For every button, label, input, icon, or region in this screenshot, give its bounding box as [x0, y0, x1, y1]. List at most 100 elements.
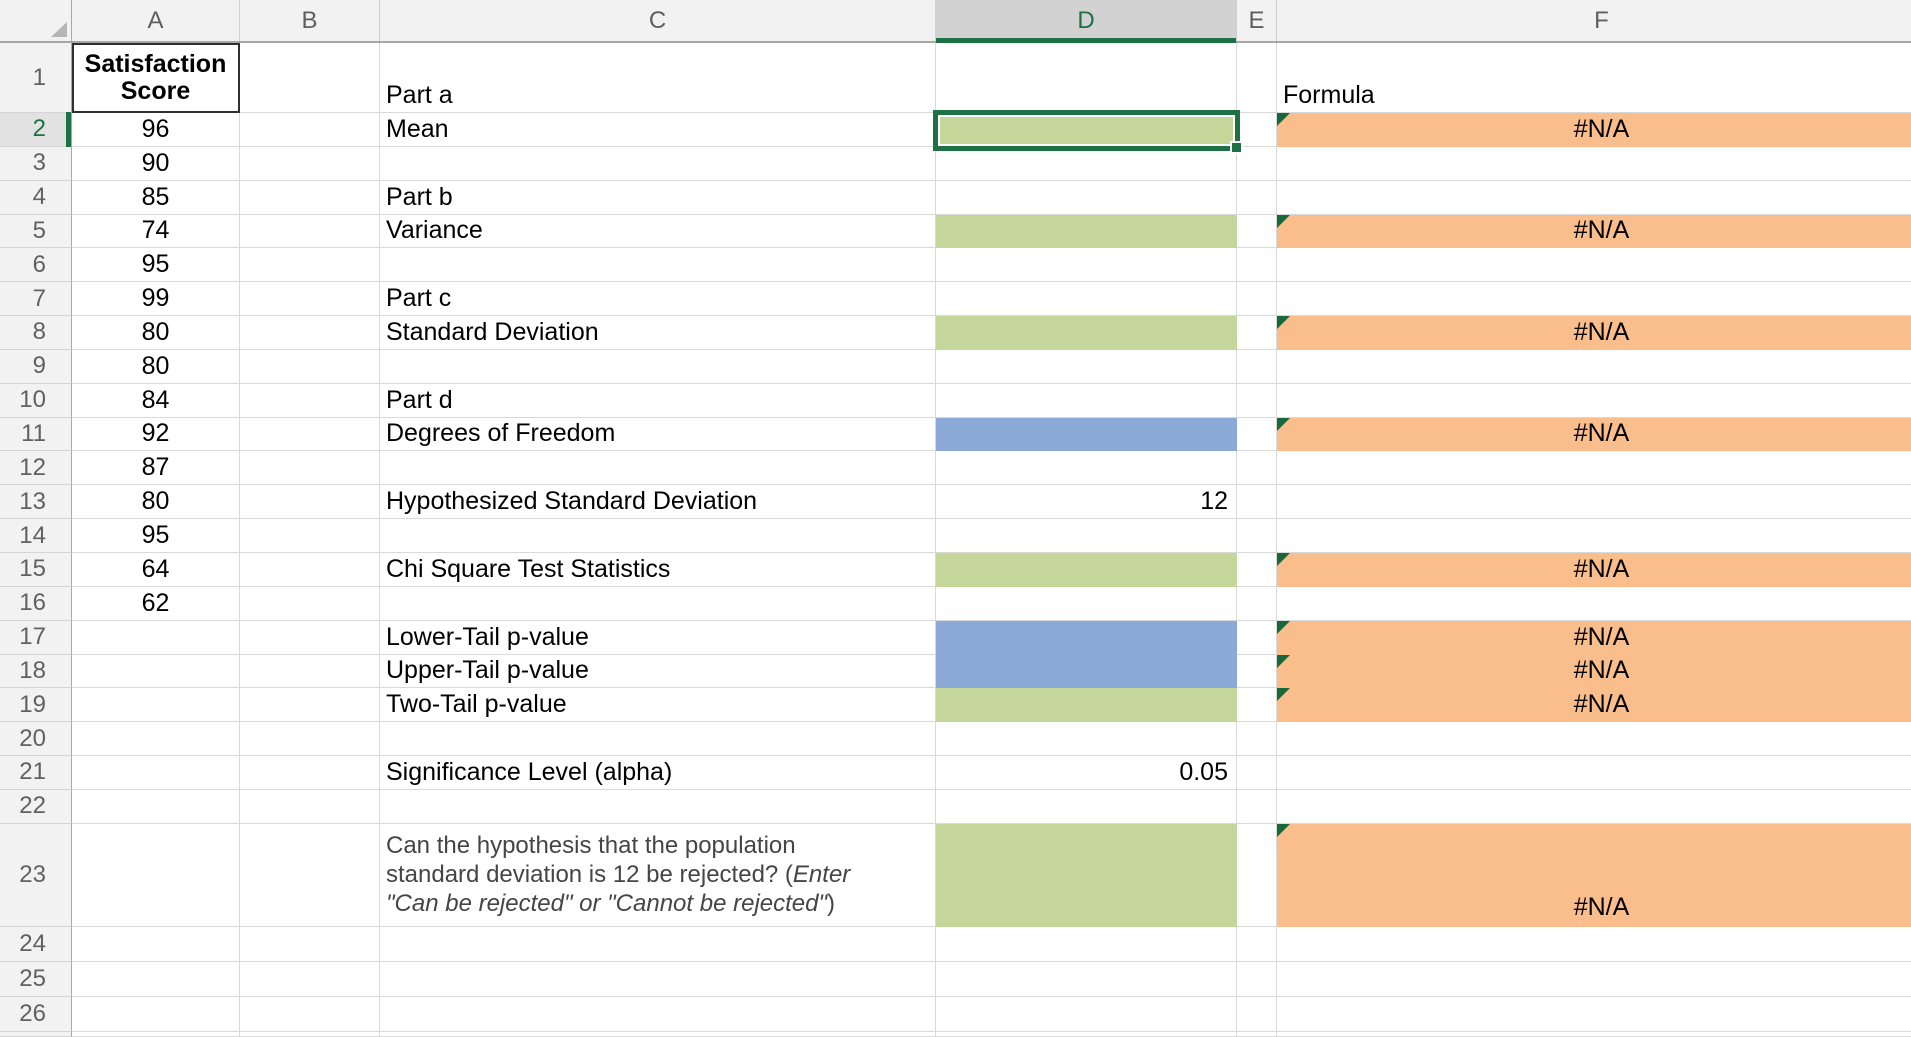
cell-F5[interactable]: #N/A — [1277, 214, 1911, 249]
cell-A3[interactable]: 90 — [72, 146, 240, 181]
cell-B24[interactable] — [240, 926, 380, 962]
cell-A13[interactable]: 80 — [72, 485, 240, 520]
cell-F14[interactable] — [1277, 519, 1911, 553]
row-header-26[interactable]: 26 — [0, 996, 72, 1032]
cell-E25[interactable] — [1237, 961, 1277, 997]
cell-D16[interactable] — [936, 586, 1237, 621]
cell-C23[interactable]: Can the hypothesis that the population st… — [380, 823, 936, 927]
cell-B7[interactable] — [240, 282, 380, 317]
row-header-7[interactable]: 7 — [0, 282, 72, 317]
cell-D21[interactable]: 0.05 — [936, 756, 1237, 790]
cell-D13[interactable]: 12 — [936, 485, 1237, 520]
row-header-5[interactable]: 5 — [0, 214, 72, 249]
cell-A15[interactable]: 64 — [72, 552, 240, 587]
cell-B22[interactable] — [240, 789, 380, 824]
cell-B11[interactable] — [240, 417, 380, 452]
cell-E18[interactable] — [1237, 654, 1277, 689]
cell-E19[interactable] — [1237, 688, 1277, 723]
cell-F22[interactable] — [1277, 789, 1911, 824]
row-header-18[interactable]: 18 — [0, 654, 72, 689]
cell-D17[interactable] — [936, 620, 1237, 655]
cell-F2[interactable]: #N/A — [1277, 113, 1911, 147]
row-header-11[interactable]: 11 — [0, 417, 72, 452]
cell-C5[interactable]: Variance — [380, 214, 936, 249]
cell-B15[interactable] — [240, 552, 380, 587]
cell-E22[interactable] — [1237, 789, 1277, 824]
cell-F6[interactable] — [1277, 248, 1911, 283]
cell-E2[interactable] — [1237, 113, 1277, 147]
cell-D12[interactable] — [936, 451, 1237, 486]
row-header-22[interactable]: 22 — [0, 789, 72, 824]
cell-C4[interactable]: Part b — [380, 180, 936, 215]
cell-A8[interactable]: 80 — [72, 316, 240, 350]
cell-B9[interactable] — [240, 349, 380, 384]
cell-F8[interactable]: #N/A — [1277, 316, 1911, 350]
cell-A23[interactable] — [72, 823, 240, 927]
cell-D18[interactable] — [936, 654, 1237, 689]
cell-E17[interactable] — [1237, 620, 1277, 655]
cell-C20[interactable] — [380, 722, 936, 757]
row-header-23[interactable]: 23 — [0, 823, 72, 927]
cell-D6[interactable] — [936, 248, 1237, 283]
row-header-1[interactable]: 1 — [0, 43, 72, 113]
cell-D23[interactable] — [936, 823, 1237, 927]
cell-B21[interactable] — [240, 756, 380, 790]
cell-C11[interactable]: Degrees of Freedom — [380, 417, 936, 452]
cell-F1[interactable]: Formula — [1277, 43, 1911, 113]
cell-D8[interactable] — [936, 316, 1237, 350]
cell-A20[interactable] — [72, 722, 240, 757]
row-header-2[interactable]: 2 — [0, 112, 72, 147]
cell-D19[interactable] — [936, 688, 1237, 723]
cell-F23[interactable]: #N/A — [1277, 823, 1911, 927]
cell-D7[interactable] — [936, 282, 1237, 317]
cell-A25[interactable] — [72, 961, 240, 997]
cell-C16[interactable] — [380, 586, 936, 621]
cell-F19[interactable]: #N/A — [1277, 688, 1911, 723]
cell-C22[interactable] — [380, 789, 936, 824]
cell-D22[interactable] — [936, 789, 1237, 824]
cell-C3[interactable] — [380, 146, 936, 181]
cell-C19[interactable]: Two-Tail p-value — [380, 688, 936, 723]
cell-A18[interactable] — [72, 654, 240, 689]
cell-C14[interactable] — [380, 519, 936, 553]
cell-B2[interactable] — [240, 113, 380, 147]
cell-F21[interactable] — [1277, 756, 1911, 790]
cell-D5[interactable] — [936, 214, 1237, 249]
cell-B26[interactable] — [240, 996, 380, 1032]
cell-F11[interactable]: #N/A — [1277, 417, 1911, 452]
cell-E21[interactable] — [1237, 756, 1277, 790]
cell-B27[interactable] — [240, 1031, 380, 1037]
cell-C7[interactable]: Part c — [380, 282, 936, 317]
column-header-C[interactable]: C — [380, 0, 936, 41]
cell-F9[interactable] — [1277, 349, 1911, 384]
cell-F4[interactable] — [1277, 180, 1911, 215]
cell-C15[interactable]: Chi Square Test Statistics — [380, 552, 936, 587]
cell-F15[interactable]: #N/A — [1277, 552, 1911, 587]
cell-E20[interactable] — [1237, 722, 1277, 757]
cell-B18[interactable] — [240, 654, 380, 689]
cell-F10[interactable] — [1277, 383, 1911, 418]
cell-B25[interactable] — [240, 961, 380, 997]
row-header-9[interactable]: 9 — [0, 349, 72, 384]
cell-A11[interactable]: 92 — [72, 417, 240, 452]
cell-A4[interactable]: 85 — [72, 180, 240, 215]
cell-B17[interactable] — [240, 620, 380, 655]
row-header-8[interactable]: 8 — [0, 316, 72, 350]
cell-E9[interactable] — [1237, 349, 1277, 384]
cell-C10[interactable]: Part d — [380, 383, 936, 418]
cell-A14[interactable]: 95 — [72, 519, 240, 553]
cell-B13[interactable] — [240, 485, 380, 520]
cell-A6[interactable]: 95 — [72, 248, 240, 283]
cell-C9[interactable] — [380, 349, 936, 384]
cell-E1[interactable] — [1237, 43, 1277, 113]
cell-C26[interactable] — [380, 996, 936, 1032]
cell-F25[interactable] — [1277, 961, 1911, 997]
cell-A2[interactable]: 96 — [72, 113, 240, 147]
cell-E15[interactable] — [1237, 552, 1277, 587]
cell-D15[interactable] — [936, 552, 1237, 587]
cell-E14[interactable] — [1237, 519, 1277, 553]
cell-A17[interactable] — [72, 620, 240, 655]
cell-D14[interactable] — [936, 519, 1237, 553]
cell-B23[interactable] — [240, 823, 380, 927]
column-header-E[interactable]: E — [1237, 0, 1277, 41]
